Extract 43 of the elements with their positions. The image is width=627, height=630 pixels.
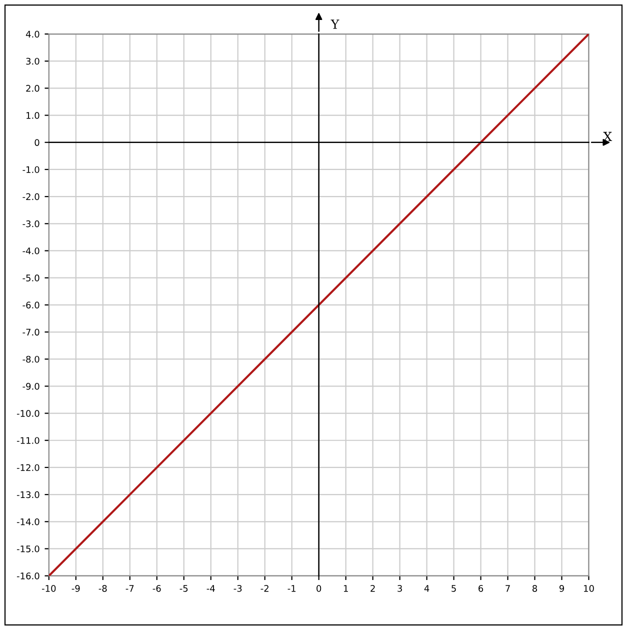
y-tick-label: -15.0 [16, 545, 40, 552]
y-tick-label: -1.0 [22, 166, 40, 174]
y-tick-label: -10.0 [16, 410, 40, 417]
x-tick-label: -2 [260, 585, 268, 592]
y-tick-label: -14.0 [16, 518, 40, 526]
x-tick-label: 9 [559, 585, 564, 592]
y-tick-label: -11.0 [16, 437, 40, 444]
y-tick-label: -7.0 [22, 328, 40, 336]
x-tick-label: -9 [72, 585, 80, 592]
x-tick-label: 4 [424, 585, 430, 592]
y-tick-label: -3.0 [22, 220, 40, 228]
y-tick-label: 0 [34, 139, 40, 146]
x-tick-label: 0 [316, 585, 322, 592]
y-tick-label: -5.0 [22, 274, 40, 282]
y-tick-label: -8.0 [22, 356, 40, 363]
x-tick-label: 1 [344, 585, 348, 592]
y-tick-label: 4.0 [26, 30, 40, 38]
y-tick-label: 2.0 [26, 84, 40, 92]
y-axis-title: Y [330, 20, 340, 29]
x-tick-label: 7 [506, 585, 510, 592]
y-tick-label: -13.0 [16, 491, 40, 498]
x-tick-label: -4 [206, 585, 215, 592]
x-tick-label: -1 [288, 585, 296, 592]
x-tick-label: -10 [42, 585, 56, 592]
x-tick-label: 6 [478, 585, 484, 592]
y-tick-label: 3.0 [26, 58, 40, 65]
x-tick-label: -3 [234, 585, 242, 592]
y-tick-label: -9.0 [22, 382, 40, 390]
x-tick-label: -5 [180, 585, 188, 592]
x-tick-label: 10 [584, 585, 594, 592]
x-tick-label: 8 [532, 585, 538, 592]
x-tick-label: -8 [98, 585, 107, 592]
y-tick-label: -2.0 [22, 193, 40, 200]
y-tick-label: 1.0 [26, 112, 40, 119]
y-tick-label: -12.0 [16, 464, 40, 472]
x-tick-label: 5 [452, 585, 456, 592]
y-tick-label: -4.0 [22, 247, 40, 254]
y-tick-label: -16.0 [16, 572, 40, 580]
y-tick-label: -6.0 [22, 302, 40, 308]
x-tick-label: -6 [152, 585, 161, 592]
x-tick-label: 3 [398, 585, 402, 592]
x-tick-label: 2 [370, 585, 375, 592]
x-tick-label: -7 [126, 585, 134, 592]
